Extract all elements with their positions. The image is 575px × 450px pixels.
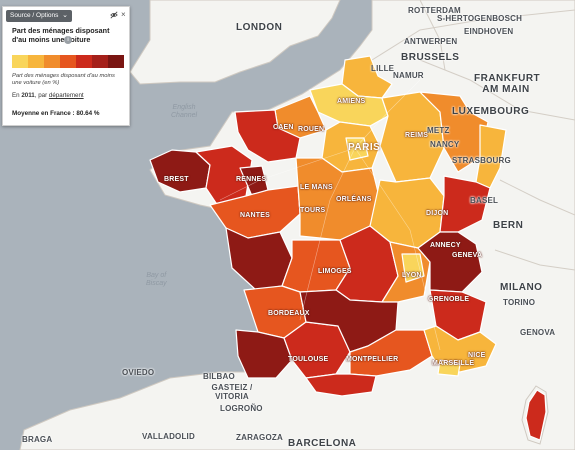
source-options-label: Source / Options bbox=[10, 12, 59, 19]
label-paris: PARIS bbox=[348, 142, 381, 153]
region-lyon bbox=[401, 253, 425, 283]
info-icon[interactable]: i bbox=[64, 36, 72, 44]
label-frankfurt: FRANKFURT AM MAIN bbox=[474, 73, 541, 95]
label-rotterdam: ROTTERDAM bbox=[408, 6, 461, 15]
legend-swatch[interactable] bbox=[92, 55, 108, 68]
region-roussillon bbox=[305, 373, 377, 397]
label-bordeaux: BORDEAUX bbox=[268, 310, 310, 317]
country-borders bbox=[371, 0, 575, 271]
label-caen: CAEN bbox=[273, 124, 294, 131]
mean-value: 80.64 % bbox=[76, 110, 100, 117]
region-marseille bbox=[437, 359, 461, 377]
source-options-dropdown[interactable]: Source / Options ⌄ bbox=[6, 10, 72, 22]
legend-panel: Source / Options ⌄ × Part des ménages di… bbox=[2, 6, 130, 126]
label-london: LONDON bbox=[236, 22, 283, 33]
france-choropleth bbox=[149, 55, 547, 441]
label-milano: MILANO bbox=[500, 282, 543, 293]
label-toulouse: TOULOUSE bbox=[288, 356, 329, 363]
label-dijon: DIJON bbox=[426, 210, 449, 217]
label-namur: NAMUR bbox=[393, 71, 424, 80]
label-orleans: ORLÉANS bbox=[336, 196, 372, 203]
year-suffix: , par bbox=[34, 92, 48, 99]
label-shertogenbosch: S-HERTOGENBOSCH bbox=[437, 14, 523, 23]
legend-swatch[interactable] bbox=[44, 55, 60, 68]
label-braga: BRAGA bbox=[22, 435, 53, 444]
france-average: Moyenne en France : 80.64 % bbox=[12, 110, 100, 117]
label-brest: BREST bbox=[164, 176, 189, 183]
label-barcelona: BARCELONA bbox=[288, 438, 357, 449]
label-nice: NICE bbox=[468, 352, 486, 359]
roads bbox=[219, 79, 441, 351]
label-oviedo: OVIEDO bbox=[122, 368, 155, 377]
landmass-great-britain bbox=[129, 0, 341, 85]
chevron-down-icon: ⌄ bbox=[62, 12, 68, 19]
label-lyon: LYON bbox=[402, 272, 422, 279]
legend-swatch[interactable] bbox=[60, 55, 76, 68]
label-lille: LILLE bbox=[371, 64, 395, 73]
label-bern: BERN bbox=[493, 220, 524, 231]
region-franche-comte bbox=[439, 175, 491, 233]
region-landes bbox=[235, 329, 293, 379]
label-gasteiz: GASTEIZ / VITORIA bbox=[211, 383, 253, 401]
label-tours: TOURS bbox=[300, 207, 326, 214]
label-genova: GENOVA bbox=[520, 328, 556, 337]
close-icon[interactable]: × bbox=[121, 10, 126, 19]
label-limoges: LIMOGES bbox=[318, 268, 352, 275]
year-prefix: En bbox=[12, 92, 20, 99]
label-bay-of-biscay: Bay of Biscay bbox=[146, 272, 167, 287]
label-rouen: ROUEN bbox=[298, 126, 325, 133]
label-english-channel: English Channel bbox=[171, 104, 198, 119]
legend-swatch[interactable] bbox=[108, 55, 124, 68]
label-le-mans: LE MANS bbox=[300, 184, 333, 191]
region-paris-center bbox=[345, 137, 369, 161]
label-torino: TORINO bbox=[503, 298, 536, 307]
label-valladolid: VALLADOLID bbox=[142, 432, 195, 441]
label-luxembourg: LUXEMBOURG bbox=[452, 106, 530, 117]
label-amiens: AMIENS bbox=[337, 98, 366, 105]
label-basel: BASEL bbox=[470, 196, 499, 205]
region-corsica bbox=[525, 389, 547, 441]
label-eindhoven: EINDHOVEN bbox=[464, 27, 514, 36]
label-brussels: BRUSSELS bbox=[401, 52, 460, 63]
legend-year-line: En 2011, par département bbox=[12, 92, 84, 99]
legend-swatch[interactable] bbox=[76, 55, 92, 68]
label-annecy: ANNECY bbox=[430, 242, 461, 249]
year-value: 2011 bbox=[21, 92, 35, 99]
label-montpellier: MONTPELLIER bbox=[346, 356, 399, 363]
label-metz: METZ bbox=[427, 126, 450, 135]
label-strasbourg: STRASBOURG bbox=[452, 156, 511, 165]
color-scale bbox=[12, 55, 124, 68]
label-antwerpen: ANTWERPEN bbox=[404, 37, 458, 46]
label-rennes: RENNES bbox=[236, 176, 267, 183]
label-nancy: NANCY bbox=[430, 140, 460, 149]
legend-swatch[interactable] bbox=[28, 55, 44, 68]
label-zaragoza: ZARAGOZA bbox=[236, 433, 283, 442]
label-nantes: NANTES bbox=[240, 212, 270, 219]
region-alps bbox=[417, 231, 483, 293]
year-unit-link[interactable]: département bbox=[48, 92, 84, 99]
legend-subtitle: Part des ménages disposant d'au moins un… bbox=[12, 73, 115, 86]
legend-title: Part des ménages disposant d'au moins un… bbox=[12, 26, 110, 44]
eye-off-icon[interactable] bbox=[110, 11, 118, 19]
label-grenoble: GRENOBLE bbox=[428, 296, 470, 303]
label-bilbao: BILBAO bbox=[203, 372, 235, 381]
label-marseille: MARSEILLE bbox=[432, 360, 475, 367]
label-geneva: GENEVA bbox=[452, 252, 483, 259]
mean-label: Moyenne en France : bbox=[12, 110, 75, 117]
legend-swatch[interactable] bbox=[12, 55, 28, 68]
label-logrono: LOGROÑO bbox=[220, 404, 263, 413]
label-reims: REIMS bbox=[405, 132, 429, 139]
